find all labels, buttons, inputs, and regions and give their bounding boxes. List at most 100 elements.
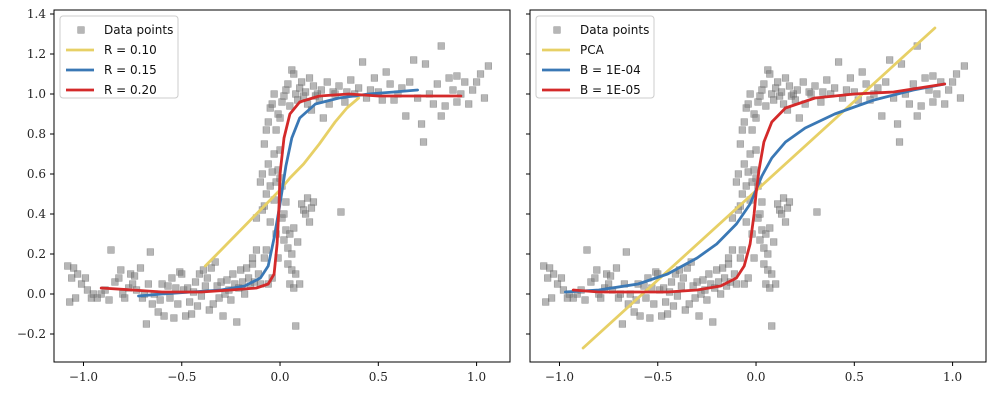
data-point [303, 194, 312, 202]
data-point [587, 278, 595, 286]
data-point [170, 314, 178, 322]
data-point [290, 284, 298, 292]
data-point [766, 224, 774, 232]
data-point [355, 84, 363, 92]
data-point [341, 98, 349, 106]
data-point [284, 244, 292, 252]
data-point [203, 274, 211, 282]
y-tick-label: 0.2 [27, 247, 46, 261]
data-point [284, 80, 292, 88]
data-point [929, 72, 937, 80]
data-point [437, 112, 445, 120]
data-point [597, 294, 605, 302]
data-point [195, 270, 204, 278]
x-tick-label: 0.5 [369, 370, 388, 384]
data-point [201, 282, 209, 290]
data-point [83, 286, 92, 294]
data-point [89, 290, 97, 298]
data-point [703, 296, 711, 304]
data-point [264, 118, 272, 126]
data-point [298, 78, 306, 86]
x-tick-label: 0.0 [270, 370, 289, 384]
data-point [612, 264, 621, 272]
data-point [461, 78, 469, 86]
data-point [719, 264, 727, 272]
data-point [945, 86, 953, 94]
data-point [136, 264, 145, 272]
data-point [663, 310, 672, 318]
data-point [736, 140, 744, 148]
data-point [774, 200, 782, 208]
data-point [744, 100, 752, 108]
data-point [740, 280, 748, 288]
data-point [77, 280, 86, 288]
data-point [276, 114, 284, 122]
series-line-r-0-20 [99, 92, 463, 294]
data-point [750, 166, 758, 174]
data-point [130, 272, 139, 280]
data-point [172, 284, 180, 292]
data-point [278, 98, 286, 106]
data-point [282, 226, 290, 234]
data-point [417, 120, 426, 128]
data-point [476, 70, 485, 78]
x-tick-label: 0.0 [746, 370, 765, 384]
data-point [272, 126, 280, 134]
legend-label: B = 1E-05 [580, 83, 641, 97]
data-point [280, 92, 288, 100]
data-point [186, 298, 194, 306]
y-tick-label: 1.2 [27, 47, 46, 61]
data-point [268, 100, 276, 108]
data-point [760, 260, 768, 268]
data-point [469, 86, 477, 94]
data-point [724, 260, 733, 268]
data-point [286, 280, 294, 288]
data-point [758, 198, 766, 206]
x-tick-label: 0.5 [845, 370, 864, 384]
data-point [286, 230, 294, 238]
data-point [178, 270, 186, 278]
data-point [764, 250, 772, 258]
data-point [390, 96, 398, 104]
data-point [406, 78, 414, 86]
data-point [819, 88, 827, 96]
data-point [305, 218, 314, 226]
data-point [752, 146, 760, 154]
data-point [650, 300, 658, 308]
legend-label: Data points [580, 23, 649, 37]
data-point [154, 308, 162, 316]
data-point [913, 112, 921, 120]
data-point [791, 96, 799, 104]
data-point [917, 102, 925, 110]
data-point [429, 100, 437, 108]
data-point [746, 90, 754, 98]
data-point [298, 200, 306, 208]
data-point [544, 274, 552, 282]
data-point [874, 84, 882, 92]
data-point [335, 82, 343, 90]
data-point [591, 274, 599, 282]
data-point [453, 72, 461, 80]
data-point [862, 80, 870, 88]
data-point [168, 274, 176, 282]
data-point [842, 86, 851, 94]
data-point [378, 96, 386, 104]
data-point [952, 70, 961, 78]
data-point [197, 292, 206, 300]
data-point [270, 150, 278, 158]
data-point [294, 238, 302, 246]
data-point [742, 182, 750, 190]
data-point [284, 260, 292, 268]
data-point [117, 266, 125, 274]
data-point [893, 120, 902, 128]
data-point [107, 246, 115, 254]
right-plot-panel: −1.0 −0.5 0.0 0.5 1.0 Data points PCA B = 1E-04… [526, 9, 987, 384]
data-point [746, 150, 754, 158]
data-point [472, 78, 481, 86]
data-point [669, 302, 678, 310]
y-tick-label: 0.4 [27, 207, 46, 221]
data-point [305, 74, 314, 82]
data-point [948, 78, 957, 86]
data-point [905, 100, 913, 108]
